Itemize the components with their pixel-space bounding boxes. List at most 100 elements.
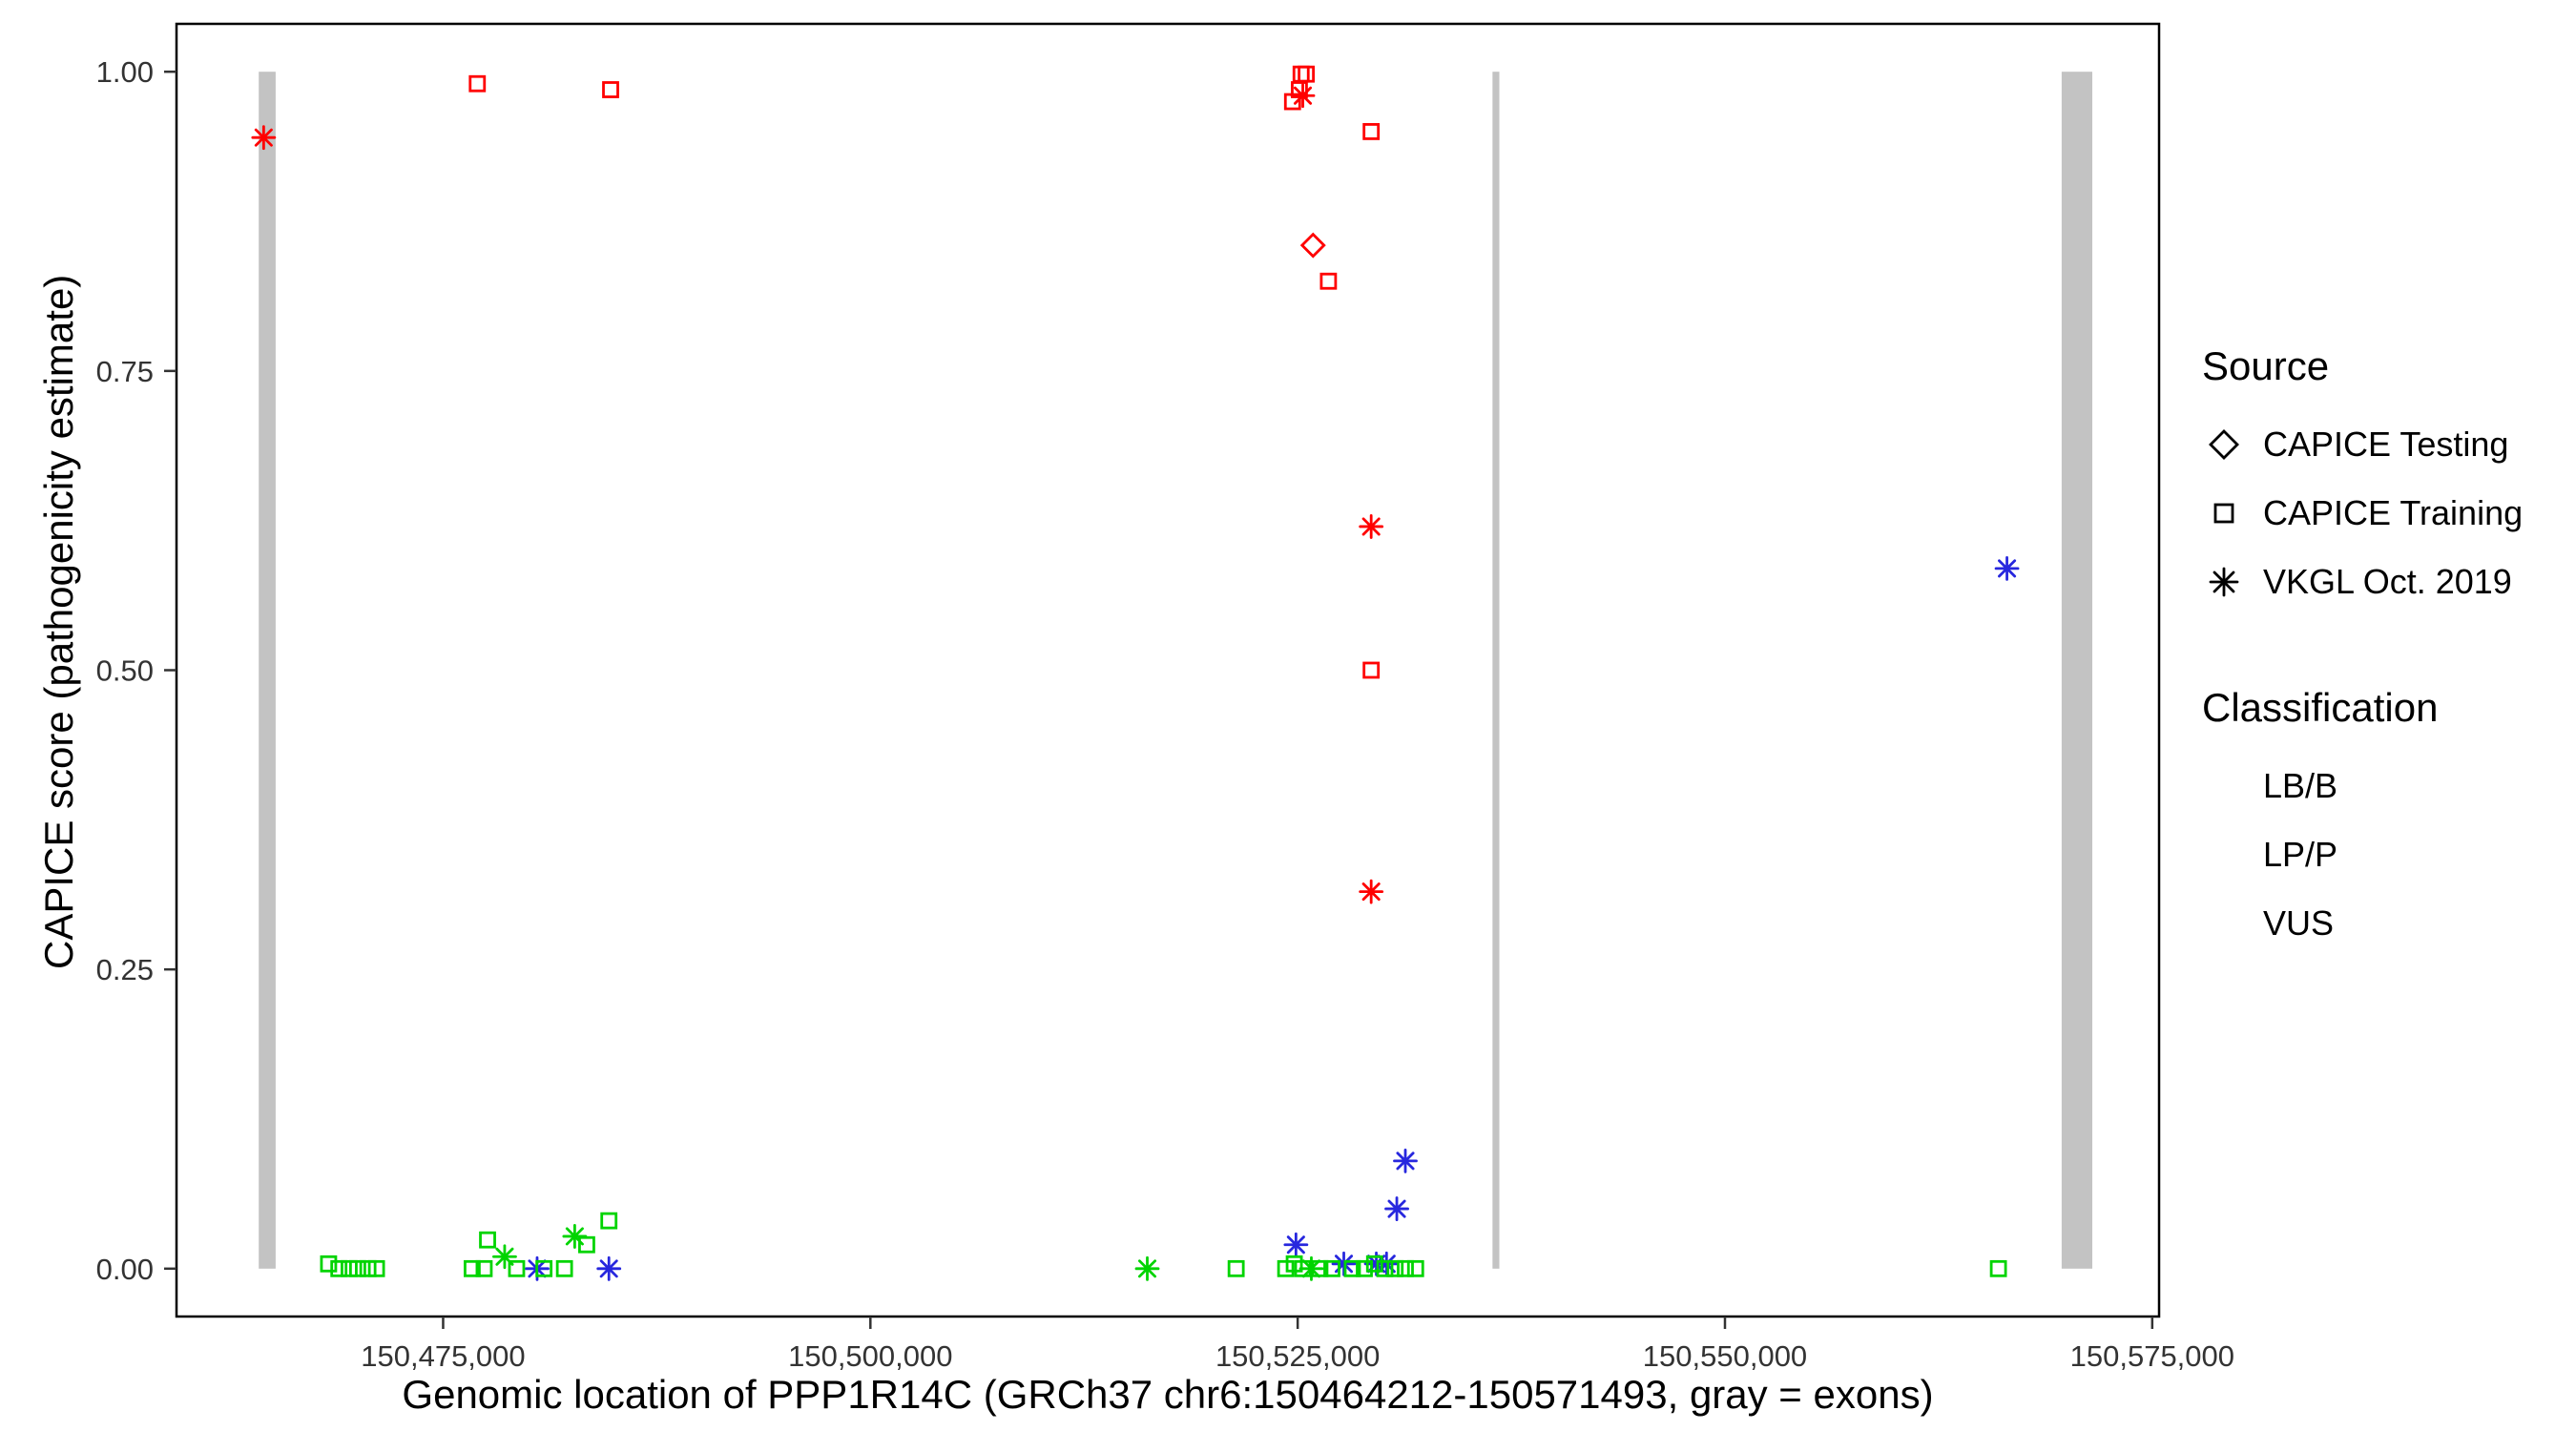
data-point <box>367 1259 385 1277</box>
y-axis-title: CAPICE score (pathogenicity estimate) <box>36 274 81 969</box>
data-point <box>1994 555 2020 581</box>
data-point <box>578 1235 595 1254</box>
legend: Source CAPICE Testing CAPICE Training <box>2202 343 2565 1027</box>
y-tick-label: 1.00 <box>96 55 154 89</box>
y-tick-label: 0.00 <box>96 1253 154 1286</box>
legend-item-label: CAPICE Training <box>2263 493 2524 532</box>
data-point <box>1376 1259 1394 1277</box>
exon-bar <box>259 72 276 1269</box>
diamond-icon <box>2209 429 2239 460</box>
asterisk-icon <box>2209 567 2239 597</box>
x-tick-label: 150,550,000 <box>1643 1339 1807 1373</box>
x-axis-title: Genomic location of PPP1R14C (GRCh37 chr… <box>402 1372 1934 1417</box>
data-point <box>1386 1259 1404 1277</box>
data-point-stroke <box>254 128 273 147</box>
data-point <box>341 1259 358 1277</box>
data-point <box>1356 1259 1373 1277</box>
data-point <box>1406 1259 1424 1277</box>
x-tick-label: 150,500,000 <box>788 1339 952 1373</box>
plot-panel <box>177 24 2159 1317</box>
legend-item-label: VUS <box>2263 903 2335 943</box>
data-point <box>348 1259 366 1277</box>
data-point-stroke <box>1361 882 1381 902</box>
data-point-stroke <box>599 1259 618 1278</box>
legend-item-label: VKGL Oct. 2019 <box>2263 562 2512 601</box>
data-point <box>492 1244 517 1270</box>
legend-item-label: CAPICE Testing <box>2263 425 2509 464</box>
exon-bar <box>1492 72 1500 1269</box>
legend-item-capice-testing: CAPICE Testing <box>2202 410 2565 479</box>
data-point <box>1331 1251 1357 1276</box>
data-point <box>1359 514 1384 539</box>
lbb-dot-icon <box>2202 764 2246 808</box>
data-point <box>1323 1259 1340 1277</box>
data-point <box>1397 1259 1414 1277</box>
data-point <box>330 1259 348 1277</box>
x-tick-label: 150,475,000 <box>361 1339 525 1373</box>
data-point-stroke <box>495 1247 514 1266</box>
data-point <box>1384 1196 1409 1221</box>
legend-item-vkgl: VKGL Oct. 2019 <box>2202 548 2565 616</box>
legend-group-classification: Classification LB/B LP/P VUS <box>2202 685 2565 958</box>
data-point <box>1283 1232 1309 1257</box>
x-tick-label: 150,575,000 <box>2070 1339 2234 1373</box>
y-tick-label: 0.25 <box>96 953 154 986</box>
legend-title-classification: Classification <box>2202 685 2439 730</box>
data-point <box>475 1259 493 1277</box>
data-point <box>1359 879 1384 904</box>
data-point <box>1989 1259 2007 1277</box>
data-point <box>468 74 487 93</box>
legend-item-label: LB/B <box>2263 766 2338 805</box>
data-point <box>464 1259 481 1277</box>
legend-title-source: Source <box>2202 343 2330 388</box>
data-point <box>479 1231 496 1249</box>
legend-item-label: LP/P <box>2263 835 2338 874</box>
data-point-stroke <box>565 1227 584 1246</box>
data-point <box>555 1259 573 1277</box>
data-point <box>535 1259 553 1277</box>
data-point-stroke <box>1387 1199 1406 1218</box>
data-point <box>1343 1259 1361 1277</box>
data-point <box>251 125 277 151</box>
square-icon <box>2213 503 2234 524</box>
data-point-stroke <box>1361 517 1381 536</box>
data-point <box>1298 1255 1324 1281</box>
data-point <box>1290 83 1316 109</box>
vus-dot-icon <box>2202 902 2246 945</box>
legend-group-source: Source CAPICE Testing CAPICE Training <box>2202 343 2565 616</box>
data-point-stroke <box>1998 559 2017 578</box>
data-point <box>1134 1255 1160 1281</box>
data-point <box>602 81 619 98</box>
data-point-stroke <box>1293 86 1313 105</box>
data-point <box>508 1259 526 1277</box>
data-point-stroke <box>1396 1151 1415 1171</box>
data-point <box>1227 1259 1245 1277</box>
lpp-dot-icon <box>2202 833 2246 877</box>
legend-item-lpp: LP/P <box>2202 820 2565 889</box>
data-point <box>1319 272 1338 290</box>
data-point-stroke <box>1286 1235 1305 1255</box>
data-point <box>1393 1148 1418 1173</box>
y-tick-label: 0.75 <box>96 355 154 388</box>
data-point <box>1311 1259 1329 1277</box>
data-point <box>1362 661 1381 679</box>
exon-bar <box>2061 72 2093 1269</box>
y-tick-label: 0.50 <box>96 654 154 688</box>
legend-item-vus: VUS <box>2202 889 2565 958</box>
x-tick-label: 150,525,000 <box>1215 1339 1380 1373</box>
legend-item-lbb: LB/B <box>2202 752 2565 820</box>
data-point-stroke <box>1301 1259 1321 1278</box>
legend-item-capice-training: CAPICE Training <box>2202 479 2565 548</box>
data-point <box>359 1259 377 1277</box>
data-point <box>1277 1259 1295 1277</box>
data-point <box>1298 65 1316 83</box>
data-point <box>1285 1255 1303 1273</box>
data-point <box>600 1212 618 1230</box>
data-point <box>1362 123 1381 140</box>
data-point <box>1299 232 1326 259</box>
data-point <box>320 1255 338 1273</box>
data-point <box>596 1255 622 1281</box>
data-point <box>1365 1255 1383 1273</box>
